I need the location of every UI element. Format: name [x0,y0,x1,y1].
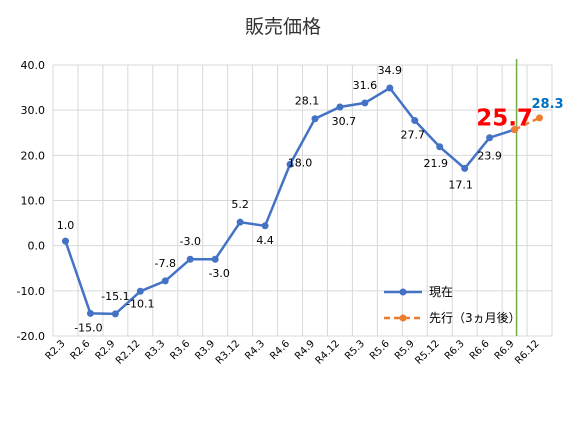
x-tick-label: R2.12 [114,338,142,366]
x-tick-label: R4.12 [314,338,342,366]
data-point [186,255,194,263]
data-point [111,310,119,318]
data-point [86,309,94,317]
chart-title: 販売価格 [245,16,321,38]
data-labels: 1.0-15.0-15.1-10.1-7.8-3.0-3.05.24.418.0… [57,64,564,334]
data-label: 18.0 [288,156,313,169]
data-label-forecast: 28.3 [531,97,563,112]
x-tick-label: R5.3 [343,338,367,362]
x-tick-label: R6.12 [513,338,541,366]
series-layer [61,84,544,318]
data-label: -15.0 [74,321,102,334]
data-point [236,218,244,226]
data-label: 17.1 [448,178,473,191]
data-point [486,134,494,142]
data-label: 27.7 [401,129,426,142]
legend-label-1: 先行（3ヵ月後） [429,311,521,325]
data-point [261,222,269,230]
x-tick-label: R3.3 [143,338,167,362]
y-tick-label: 20.0 [21,149,46,162]
data-label: -10.1 [126,297,154,310]
x-tick-label: R5.12 [413,338,441,366]
data-label: 34.9 [378,64,403,77]
data-label: 5.2 [231,198,249,211]
data-point [286,160,294,168]
data-point [411,117,419,125]
x-tick-label: R2.6 [69,338,93,362]
data-point [211,255,219,263]
data-label: 4.4 [256,234,274,247]
legend-label-0: 現在 [429,285,453,299]
data-label: 21.9 [423,157,448,170]
x-tick-label: R3.6 [168,338,192,362]
legend-marker-0 [399,288,407,296]
data-label: -7.8 [155,257,176,270]
data-point [536,114,544,122]
x-tick-label: R6.3 [443,338,467,362]
data-label: 28.1 [295,95,320,108]
y-tick-label: 0.0 [28,240,46,253]
legend-marker-1 [399,314,407,322]
data-point [136,287,144,295]
y-tick-label: 10.0 [21,195,46,208]
data-point [386,84,394,92]
data-label: 31.6 [353,79,378,92]
data-point [311,115,319,123]
y-tick-label: 30.0 [21,104,46,117]
data-label: 1.0 [57,219,75,232]
data-point [361,99,369,107]
x-tick-label: R2.3 [44,338,68,362]
data-label: -15.1 [101,290,129,303]
x-tick-label: R5.6 [368,338,392,362]
data-point [336,103,344,111]
x-tick-label: R3.12 [214,338,242,366]
data-point [461,164,469,172]
data-label-highlight: 25.7 [476,106,533,132]
data-point [436,143,444,151]
data-point [511,126,519,134]
x-tick-label: R4.3 [243,338,267,362]
y-tick-label: -10.0 [17,285,45,298]
series-line-1 [514,116,541,131]
y-tick-label: -20.0 [17,330,45,343]
data-label: -3.0 [208,267,229,280]
x-tick-label: R6.6 [468,338,492,362]
data-point [61,237,69,245]
y-tick-label: 40.0 [21,59,46,72]
data-label: 23.9 [477,150,502,163]
data-label: -3.0 [179,235,200,248]
data-label: 30.7 [332,115,357,128]
data-point [161,277,169,285]
x-tick-label: R4.6 [268,338,292,362]
